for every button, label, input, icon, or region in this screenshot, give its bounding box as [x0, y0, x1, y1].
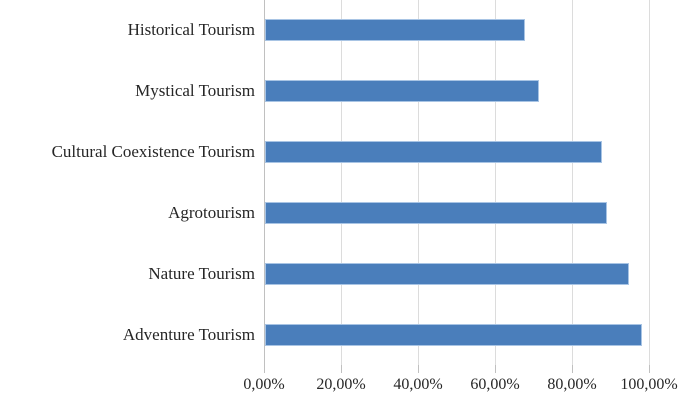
category-label: Mystical Tourism [135, 81, 255, 101]
bar [265, 19, 525, 42]
axis-tick [264, 365, 265, 373]
category-label: Agrotourism [168, 202, 255, 222]
axis-tick [495, 365, 496, 373]
bar [265, 201, 607, 224]
gridline [572, 0, 573, 365]
bar [265, 323, 643, 346]
category-label: Nature Tourism [148, 263, 255, 283]
x-tick-label: 80,00% [547, 376, 597, 393]
x-tick-label: 20,00% [316, 376, 366, 393]
axis-tick [418, 365, 419, 373]
bar [265, 80, 540, 103]
gridline [495, 0, 496, 365]
plot-area [264, 0, 650, 365]
axis-tick [572, 365, 573, 373]
x-tick-label: 0,00% [243, 376, 285, 393]
x-tick-label: 40,00% [393, 376, 443, 393]
axis-tick [341, 365, 342, 373]
category-label: Adventure Tourism [122, 324, 255, 344]
gridline [649, 0, 650, 365]
axis-tick [649, 365, 650, 373]
category-label: Cultural Coexistence Tourism [51, 142, 255, 162]
gridline [418, 0, 419, 365]
x-tick-label: 60,00% [470, 376, 520, 393]
bar [265, 262, 629, 285]
x-tick-label: 100,00% [620, 376, 678, 393]
bar [265, 141, 602, 164]
gridline [341, 0, 342, 365]
category-label: Historical Tourism [127, 20, 255, 40]
